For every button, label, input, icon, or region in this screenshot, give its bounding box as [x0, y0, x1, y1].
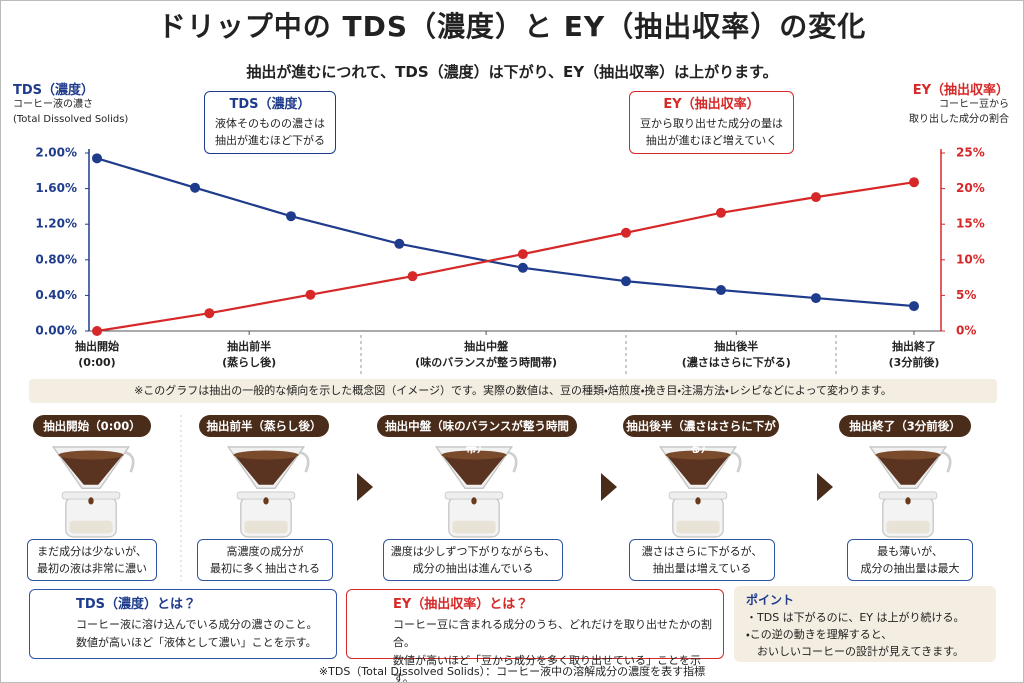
- dripper-image: [226, 445, 310, 539]
- annotation-title: EY（抽出収率）: [663, 97, 760, 112]
- y-axis-title: TDS（濃度）: [13, 83, 95, 98]
- point: [715, 207, 726, 218]
- y-tick-label: 1.60%: [35, 181, 77, 195]
- point: [715, 285, 726, 296]
- point: [92, 326, 102, 336]
- x-tick-label: 抽出開始 (0:00): [75, 340, 119, 369]
- definition-title: EY（抽出収率）とは？: [393, 597, 529, 612]
- dripper-image: [658, 445, 742, 539]
- point-item: ・この逆の動きを理解すると、 おいしいコーヒーの設計が見えてきます。: [746, 628, 965, 658]
- point: [204, 308, 215, 319]
- point: [909, 177, 919, 188]
- y2-axis-title: EY（抽出収率）: [912, 83, 1009, 98]
- y2-tick-label: 15%: [956, 217, 985, 231]
- point: [810, 192, 821, 203]
- stage-title: 抽出終了（3分前後）: [839, 415, 971, 437]
- line: [96, 157, 915, 308]
- point-item: ・TDS は下がるのに、EY は上がり続ける。: [746, 611, 965, 624]
- x-tick-label: 抽出前半 (蒸らし後): [222, 340, 277, 369]
- dripper-image: [434, 445, 518, 539]
- point-title: ポイント: [746, 593, 795, 607]
- y2-tick-label: 20%: [956, 181, 985, 195]
- stage-caption: 高濃度の成分が 最初に多く抽出される: [197, 539, 333, 581]
- definition-text: コーヒー液に溶け込んでいる成分の濃さのこと。 数値が高いほど「液体として濃い」こ…: [76, 618, 318, 649]
- definition-box: EY（抽出収率）とは？ コーヒー豆に含まれる成分のうち、どれだけを取り出せたかの…: [346, 589, 724, 682]
- x-tick-label: 抽出終了 (3分前後): [888, 340, 940, 369]
- annotation-title: TDS（濃度）: [229, 97, 311, 112]
- point: [621, 227, 632, 238]
- point: [621, 276, 632, 287]
- stage-caption: 最も薄いが、 成分の抽出量は最大: [847, 539, 973, 581]
- point: [810, 293, 821, 304]
- point: [517, 262, 528, 273]
- y-tick-label: 0.40%: [35, 288, 77, 302]
- x-separators: [360, 335, 837, 375]
- definition-box: TDS（濃度）とは？ コーヒー液に溶け込んでいる成分の濃さのこと。 数値が高いほ…: [29, 589, 337, 659]
- point: [909, 301, 919, 312]
- stage-title: 抽出開始（0:00）: [33, 415, 151, 437]
- title: ドリップ中の TDS（濃度）と EY（抽出収率）の変化: [157, 10, 867, 43]
- stage-caption: 濃度は少しずつ下がりながらも、 成分の抽出は進んでいる: [383, 539, 563, 581]
- footer: ※TDS（Total Dissolved Solids）：コーヒー液中の溶解成分…: [318, 665, 706, 678]
- point: [286, 211, 297, 222]
- stage-caption: まだ成分は少ないが、 最初の液は非常に濃い: [27, 539, 157, 581]
- point: [407, 271, 418, 282]
- subtitle: 抽出が進むにつれて、TDS（濃度）は下がり、EY（抽出収率）は上がります。: [246, 63, 778, 81]
- dripper-image: [868, 445, 952, 539]
- arrow: [357, 473, 373, 501]
- y2-tick-label: 25%: [956, 146, 985, 160]
- annotation-text: 液体そのものの濃さは 抽出が進むほど下がる: [215, 117, 325, 147]
- arrow: [817, 473, 833, 501]
- x-tick-label: 抽出中盤 (味のバランスが整う時間帯): [415, 340, 558, 369]
- y-tick-label: 0.80%: [35, 252, 77, 266]
- stage-title: 抽出前半（蒸らし後）: [199, 415, 329, 437]
- y-tick-label: 2.00%: [35, 146, 77, 160]
- line: [96, 181, 915, 333]
- x-tick-label: 抽出後半 (濃さはさらに下がる): [681, 340, 791, 369]
- point: [190, 182, 201, 193]
- annotation-box: TDS（濃度） 液体そのものの濃さは 抽出が進むほど下がる: [204, 91, 336, 154]
- point: [394, 238, 405, 249]
- stage-images: [51, 445, 952, 539]
- stage-title: 抽出中盤（味のバランスが整う時間帯）: [377, 415, 577, 455]
- annotation-text: 豆から取り出せた成分の量は 抽出が進むほど増えていく: [640, 117, 783, 147]
- y2-tick-label: 0%: [956, 324, 976, 338]
- y-axis-subtitle: コーヒー液の濃さ (Total Dissolved Solids): [13, 99, 129, 125]
- annotation-box: EY（抽出収率） 豆から取り出せた成分の量は 抽出が進むほど増えていく: [629, 91, 794, 154]
- definition-title: TDS（濃度）とは？: [76, 597, 197, 612]
- stage-title: 抽出後半（濃さはさらに下がる）: [623, 415, 779, 455]
- note: ※このグラフは抽出の一般的な傾向を示した概念図（イメージ）です。実際の数値は、豆…: [29, 379, 997, 403]
- y-tick-label: 1.20%: [35, 217, 77, 231]
- definition-text: コーヒー豆に含まれる成分のうち、どれだけを取り出せたかの割合。 数値が高いほど「…: [393, 618, 712, 683]
- point: [92, 153, 102, 164]
- y2-tick-label: 5%: [956, 288, 976, 302]
- arrow: [601, 473, 617, 501]
- stage-arrows: [180, 415, 833, 581]
- point-box: ポイント ・TDS は下がるのに、EY は上がり続ける。 ・この逆の動きを理解す…: [734, 586, 996, 662]
- dripper-image: [51, 445, 135, 539]
- point: [517, 249, 528, 260]
- y2-tick-label: 10%: [956, 252, 985, 266]
- y2-axis-subtitle: コーヒー豆から 取り出した成分の割合: [909, 99, 1009, 125]
- y-tick-label: 0.00%: [35, 324, 77, 338]
- point: [305, 289, 316, 300]
- stage-caption: 濃さはさらに下がるが、 抽出量は増えている: [629, 539, 775, 581]
